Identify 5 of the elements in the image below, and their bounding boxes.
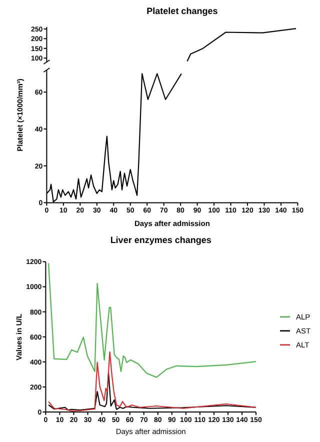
chart-title: Platelet changes — [146, 6, 218, 16]
chart-title: Liver enzymes changes — [110, 235, 212, 245]
line-series — [48, 351, 257, 412]
line-series — [48, 262, 257, 378]
line-series — [186, 28, 297, 62]
